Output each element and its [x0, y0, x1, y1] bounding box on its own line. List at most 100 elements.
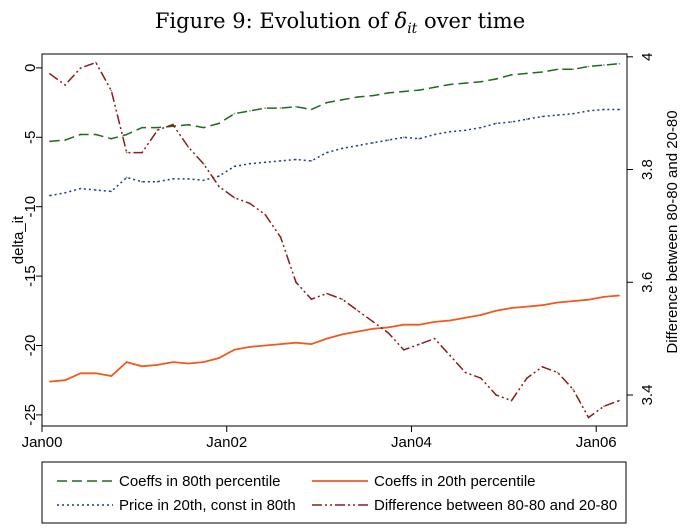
- data-point: [187, 123, 190, 126]
- data-point: [541, 304, 544, 307]
- x-tick-label: Jan04: [391, 434, 432, 451]
- data-point: [618, 399, 621, 402]
- data-point: [526, 118, 528, 121]
- data-point: [141, 126, 144, 129]
- data-point: [495, 122, 497, 125]
- data-point: [526, 377, 528, 379]
- y-left-axis-title: delta_it: [10, 215, 27, 264]
- data-point: [387, 332, 390, 334]
- data-point: [495, 394, 497, 396]
- data-point: [341, 298, 344, 301]
- data-point: [449, 130, 451, 133]
- data-point: [449, 354, 451, 357]
- series-line: [49, 61, 620, 419]
- data-point: [510, 121, 513, 123]
- plot-area-frame: [41, 53, 628, 427]
- y-right-tick-label: 3.4: [639, 385, 656, 406]
- data-point: [202, 361, 205, 363]
- data-point: [587, 298, 590, 301]
- data-point: [372, 141, 374, 144]
- data-point: [572, 112, 574, 115]
- data-point: [387, 92, 390, 94]
- data-point: [295, 341, 297, 344]
- data-point: [341, 147, 344, 150]
- data-point: [495, 309, 497, 312]
- data-point: [479, 126, 482, 129]
- legend-label: Difference between 80-80 and 20-80: [374, 497, 617, 514]
- data-point: [218, 122, 220, 125]
- data-point: [556, 114, 559, 116]
- data-point: [387, 326, 390, 329]
- data-point: [603, 405, 605, 408]
- series-line: [49, 294, 620, 383]
- data-point: [510, 399, 513, 402]
- data-point: [95, 133, 97, 136]
- y-left-tick-label: -5: [22, 131, 39, 144]
- data-point: [402, 349, 405, 351]
- data-point: [402, 323, 405, 326]
- data-point: [279, 343, 282, 345]
- data-point: [325, 337, 328, 340]
- data-point: [479, 314, 482, 316]
- y-right-axis-title: Difference between 80-80 and 20-80: [664, 110, 681, 353]
- data-point: [556, 301, 559, 304]
- data-point: [218, 185, 220, 188]
- data-point: [418, 323, 421, 326]
- data-point: [433, 321, 436, 323]
- data-point: [264, 344, 267, 347]
- data-point: [449, 83, 451, 86]
- data-point: [402, 90, 405, 93]
- data-point: [618, 62, 621, 65]
- data-point: [48, 140, 51, 143]
- data-point: [433, 86, 436, 89]
- data-point: [603, 296, 605, 298]
- data-point: [356, 144, 359, 147]
- data-point: [526, 305, 528, 308]
- data-point: [341, 333, 344, 336]
- data-point: [372, 320, 374, 323]
- data-point: [603, 108, 605, 111]
- data-point: [310, 108, 313, 111]
- data-point: [248, 110, 251, 112]
- data-point: [541, 115, 544, 118]
- data-point: [233, 196, 236, 199]
- data-point: [79, 67, 82, 69]
- data-point: [572, 388, 574, 391]
- y-left-tick-label: -15: [22, 265, 39, 287]
- data-point: [464, 316, 467, 319]
- data-point: [95, 189, 97, 191]
- data-point: [556, 371, 559, 374]
- data-point: [110, 375, 113, 377]
- data-point: [279, 160, 282, 162]
- data-point: [572, 68, 574, 71]
- data-point: [402, 136, 405, 139]
- data-point: [233, 165, 236, 168]
- data-point: [202, 126, 205, 129]
- x-tick-label: Jan06: [576, 434, 617, 451]
- data-point: [418, 343, 421, 346]
- data-point: [433, 337, 436, 340]
- legend-label: Coeffs in 20th percentile: [374, 473, 536, 490]
- data-point: [479, 80, 482, 83]
- data-point: [172, 178, 174, 180]
- data-point: [295, 158, 297, 161]
- series-line: [49, 62, 620, 143]
- data-point: [587, 416, 590, 419]
- chart-marks: Jan00 Jan02 Jan04 Jan06 0 -5 -10 -15 -20 -25 4 3.8 3…: [22, 53, 656, 451]
- data-point: [526, 72, 528, 75]
- x-tick-label: Jan02: [206, 434, 247, 451]
- data-point: [418, 137, 421, 140]
- data-point: [95, 61, 97, 64]
- data-point: [64, 191, 66, 194]
- data-point: [618, 294, 621, 297]
- data-point: [202, 179, 205, 182]
- data-point: [248, 202, 251, 205]
- data-point: [618, 108, 621, 111]
- data-point: [64, 379, 66, 382]
- data-point: [48, 72, 51, 75]
- data-point: [156, 126, 159, 129]
- data-point: [341, 98, 344, 101]
- data-point: [48, 194, 51, 197]
- data-point: [495, 78, 497, 80]
